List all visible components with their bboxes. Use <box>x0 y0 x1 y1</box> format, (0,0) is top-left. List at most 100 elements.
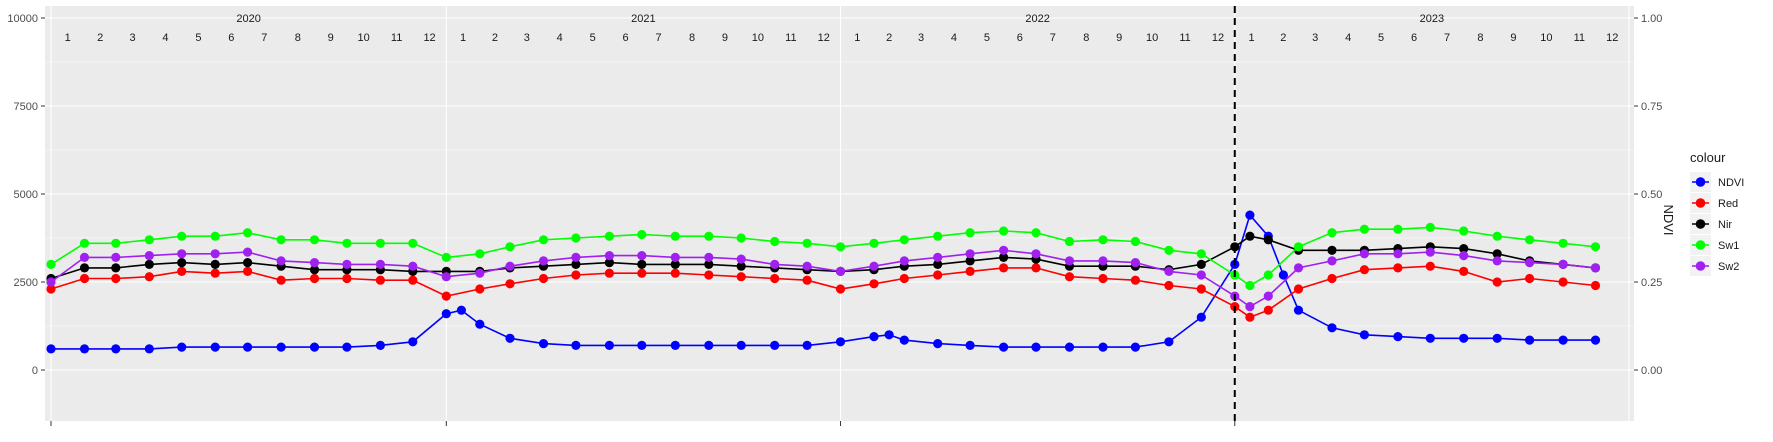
data-point-ndvi <box>276 342 286 352</box>
left-tick-label: 5000 <box>14 189 38 201</box>
data-point-red <box>1263 305 1273 315</box>
data-point-nir <box>604 258 615 268</box>
data-point-red <box>342 273 352 284</box>
month-label: 9 <box>722 32 728 44</box>
month-label: 11 <box>785 32 796 44</box>
data-point-sw1 <box>441 252 451 262</box>
data-point-sw2 <box>999 245 1009 255</box>
data-point-sw1 <box>1196 249 1206 259</box>
data-point-red <box>144 272 154 282</box>
data-point-ndvi <box>309 342 320 352</box>
series-ndvi <box>46 210 1601 354</box>
data-point-ndvi <box>505 333 515 343</box>
data-point-ndvi <box>79 344 90 354</box>
data-point-red <box>869 279 879 289</box>
data-point-red <box>1293 284 1304 294</box>
data-point-nir <box>111 263 121 273</box>
data-point-ndvi <box>1130 342 1140 352</box>
data-point-red <box>899 273 909 284</box>
data-point-ndvi <box>1031 342 1041 352</box>
data-point-sw2 <box>869 261 879 271</box>
year-label: 2022 <box>1025 13 1049 25</box>
data-point-ndvi <box>736 340 746 350</box>
data-point-sw1 <box>1558 238 1568 248</box>
legend-label: Sw2 <box>1718 261 1739 273</box>
data-point-ndvi <box>1164 337 1174 347</box>
data-point-sw1 <box>604 231 615 241</box>
month-label: 3 <box>129 32 135 44</box>
data-point-ndvi <box>1393 332 1403 342</box>
data-point-ndvi <box>571 340 581 350</box>
data-point-sw2 <box>1525 258 1535 268</box>
data-point-sw1 <box>144 235 154 245</box>
data-point-red <box>1031 263 1041 273</box>
data-point-sw2 <box>1492 256 1502 266</box>
left-tick-label: 7500 <box>14 101 38 113</box>
legend-label: Nir <box>1718 219 1732 231</box>
data-point-sw2 <box>408 261 418 271</box>
data-point-sw1 <box>1327 228 1337 238</box>
series-sw1 <box>46 222 1601 291</box>
data-point-ndvi <box>1098 342 1108 352</box>
data-point-sw2 <box>1098 256 1108 266</box>
data-point-ndvi <box>144 344 154 354</box>
data-point-sw2 <box>1359 249 1369 259</box>
data-point-sw1 <box>538 235 549 245</box>
legend-key-point <box>1695 261 1706 271</box>
data-point-sw1 <box>1098 235 1108 245</box>
data-point-sw1 <box>1459 226 1469 236</box>
data-point-sw1 <box>999 226 1009 236</box>
right-tick-label: 0.00 <box>1641 365 1662 377</box>
data-point-sw2 <box>375 259 385 269</box>
year-label: 2021 <box>631 13 655 25</box>
right-tick-label: 0.25 <box>1641 277 1662 289</box>
data-point-red <box>1558 277 1568 287</box>
data-point-red <box>1245 312 1255 322</box>
data-point-red <box>704 270 714 280</box>
data-point-nir <box>210 259 220 269</box>
data-point-ndvi <box>899 335 909 345</box>
month-label: 2 <box>1280 32 1286 44</box>
data-point-sw1 <box>1525 235 1535 245</box>
data-point-nir <box>1245 231 1255 241</box>
data-point-red <box>571 270 581 280</box>
month-label: 10 <box>752 32 764 44</box>
month-label: 11 <box>1179 32 1190 44</box>
data-point-sw2 <box>670 252 680 262</box>
data-point-ndvi <box>1590 335 1601 345</box>
data-point-sw1 <box>309 235 320 245</box>
month-label: 2 <box>97 32 103 44</box>
month-label: 6 <box>1017 32 1023 44</box>
data-point-red <box>1525 273 1535 284</box>
legend-key-point <box>1695 219 1706 229</box>
data-point-sw2 <box>965 249 975 259</box>
data-point-sw2 <box>835 266 846 276</box>
data-point-nir <box>637 259 647 269</box>
left-tick-label: 0 <box>32 365 38 377</box>
data-point-ndvi <box>243 342 253 352</box>
data-point-ndvi <box>1425 333 1435 343</box>
data-point-red <box>1492 277 1502 287</box>
data-point-red <box>802 275 812 285</box>
data-point-sw2 <box>79 252 90 262</box>
data-point-sw1 <box>1164 245 1174 255</box>
month-label: 6 <box>623 32 629 44</box>
month-label: 12 <box>1606 32 1618 44</box>
data-point-red <box>1327 273 1337 284</box>
data-point-sw2 <box>899 256 909 266</box>
data-point-ndvi <box>1196 312 1206 322</box>
data-point-sw1 <box>1590 242 1601 252</box>
data-point-ndvi <box>835 337 846 347</box>
data-point-sw1 <box>933 231 943 241</box>
right-tick-label: 1.00 <box>1641 13 1662 25</box>
left-tick-label: 2500 <box>14 277 38 289</box>
left-y-axis: 0 2500 5000 7500 10000 <box>7 13 45 377</box>
data-point-sw1 <box>276 235 286 245</box>
data-point-sw1 <box>637 229 647 240</box>
data-point-sw2 <box>1293 263 1304 273</box>
data-point-ndvi <box>1525 335 1535 345</box>
data-point-ndvi <box>475 319 485 329</box>
data-point-red <box>770 273 780 284</box>
data-point-sw2 <box>1425 247 1435 257</box>
data-point-red <box>965 266 975 276</box>
